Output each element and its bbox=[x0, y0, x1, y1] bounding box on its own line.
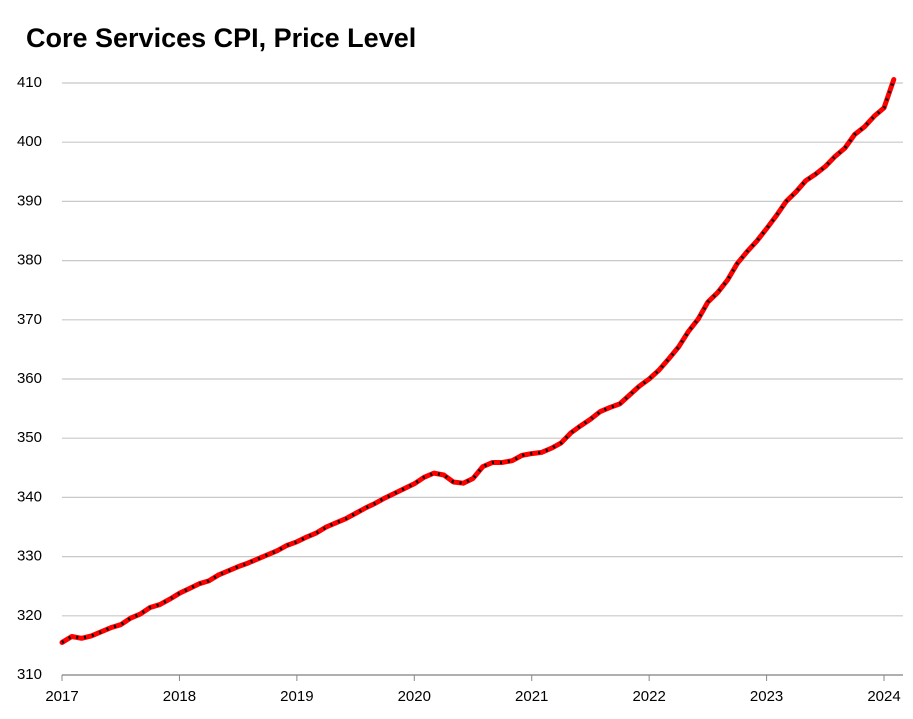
y-tick-label: 360 bbox=[17, 370, 42, 387]
y-tick-label: 340 bbox=[17, 488, 42, 505]
x-tick-label: 2022 bbox=[632, 688, 665, 705]
line bbox=[59, 76, 897, 645]
x-tick-label: 2017 bbox=[45, 688, 78, 705]
x-tick-label: 2024 bbox=[867, 688, 900, 705]
y-tick-label: 320 bbox=[17, 607, 42, 624]
y-tick-label: 400 bbox=[17, 133, 42, 150]
y-tick-label: 410 bbox=[17, 74, 42, 91]
y-tick-label: 380 bbox=[17, 252, 42, 269]
x-tick-label: 2019 bbox=[280, 688, 313, 705]
line-dots bbox=[61, 78, 896, 644]
y-tick-label: 330 bbox=[17, 548, 42, 565]
y-tick-label: 350 bbox=[17, 429, 42, 446]
x-tick-label: 2021 bbox=[515, 688, 548, 705]
y-tick-label: 370 bbox=[17, 311, 42, 328]
chart-title: Core Services CPI, Price Level bbox=[26, 23, 416, 53]
y-tick-label: 310 bbox=[17, 666, 42, 683]
x-tick-label: 2023 bbox=[750, 688, 783, 705]
x-tick-label: 2020 bbox=[398, 688, 431, 705]
x-tick-label: 2018 bbox=[163, 688, 196, 705]
y-tick-label: 390 bbox=[17, 192, 42, 209]
